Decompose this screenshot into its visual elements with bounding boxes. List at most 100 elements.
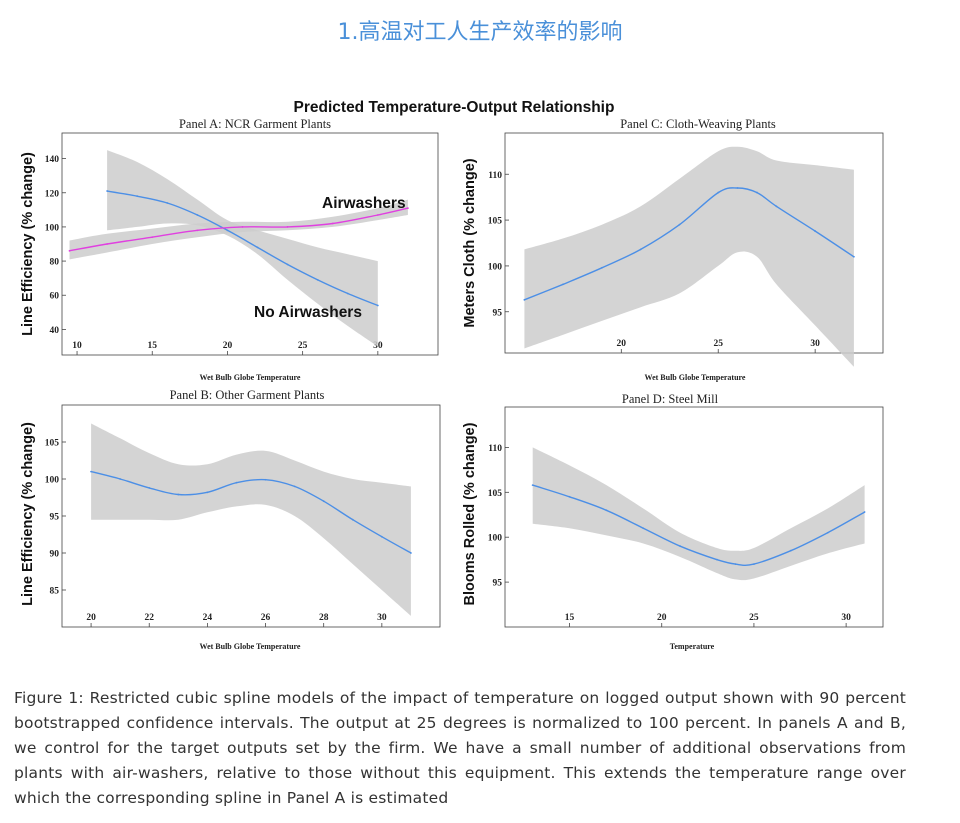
panel-a-xtick-label: 10: [72, 341, 82, 351]
panel-a-point: [331, 222, 334, 225]
panel-a-ytick-label: 120: [45, 189, 60, 199]
panel-a-xtick-label: 15: [147, 341, 157, 351]
panel-c-ytick-label: 100: [488, 262, 503, 272]
panel-a-ticks: 10 15 20 25 30 40 60 80 100 120 140: [45, 155, 383, 355]
panel-b-confidence-band-0: [91, 423, 411, 616]
panel-c-point: [756, 191, 758, 194]
panel-b-ytick-label: 105: [45, 439, 60, 449]
panel-d-xtick-label: 25: [749, 613, 759, 623]
panel-b-ytick-label: 90: [50, 550, 60, 560]
panel-c-ylabel: Meters Cloth (% change): [462, 158, 478, 327]
panel-b-xtick-label: 22: [144, 613, 154, 623]
panel-d-point: [605, 509, 608, 512]
panel-b-ylabel: Line Efficiency (% change): [20, 422, 36, 606]
panel-b-point: [177, 493, 180, 496]
panel-a-xtick-label: 25: [298, 341, 308, 351]
panel-b-ticks: 20 22 24 26 28 30 85 90 95 100 105: [45, 439, 387, 627]
panel-b-ytick-label: 85: [50, 587, 60, 597]
panel-b-point: [119, 478, 122, 480]
panel-d-xlabel: Temperature: [670, 642, 715, 651]
panel-c-ytick-label: 105: [488, 217, 503, 227]
panel-a-bands: [69, 150, 408, 347]
panel-d-point: [734, 563, 737, 566]
panel-a-point: [136, 195, 139, 198]
panel-a-point: [68, 249, 71, 252]
panel-d-ytick-label: 95: [493, 579, 503, 589]
panel-a-point: [106, 190, 109, 192]
panel-a-ytick-label: 80: [50, 258, 60, 268]
panel-b: Panel B: Other Garment Plants Wet Bulb G…: [20, 388, 441, 651]
panel-a-point: [346, 292, 349, 295]
panel-d-point: [789, 549, 792, 552]
panel-a-lines: [68, 190, 409, 307]
panel-c-ytick-label: 110: [488, 171, 502, 181]
panel-a-point: [166, 202, 169, 204]
panel-c-xtick-label: 30: [810, 339, 820, 349]
panel-b-xtick-label: 28: [319, 613, 329, 623]
panel-d-point: [826, 531, 829, 534]
panel-b-point: [148, 486, 151, 489]
panel-d-lines: [531, 484, 866, 567]
panel-b-xtick-label: 30: [377, 613, 387, 623]
panel-d-ylabel: Blooms Rolled (% change): [462, 422, 478, 605]
panel-c-point: [639, 248, 642, 251]
panel-d-point: [863, 511, 866, 513]
panel-a-xtick-label: 20: [223, 341, 233, 351]
panel-c-lines: [523, 187, 855, 301]
panel-b-ytick-label: 95: [50, 513, 60, 523]
panel-b-title: Panel B: Other Garment Plants: [170, 388, 325, 402]
panel-d-confidence-band-0: [532, 447, 865, 581]
figure-title: Predicted Temperature-Output Relationshi…: [294, 99, 615, 116]
panel-a-ylabel: Line Efficiency (% change): [20, 152, 36, 336]
panel-d-point: [642, 527, 645, 530]
panel-d-xtick-label: 20: [657, 613, 667, 623]
panel-a-title: Panel A: NCR Garment Plants: [179, 117, 331, 131]
panel-d-ytick-label: 105: [488, 489, 503, 499]
panel-a-point: [256, 246, 259, 249]
panel-c-xtick-label: 25: [713, 339, 723, 349]
panel-c-xlabel: Wet Bulb Globe Temperature: [645, 373, 746, 382]
panel-d-ytick-label: 110: [488, 444, 502, 454]
panel-a-ytick-label: 140: [45, 155, 60, 165]
panel-c-ytick-label: 95: [493, 308, 503, 318]
panel-b-point: [264, 478, 267, 481]
panel-b-point: [235, 481, 238, 484]
panel-b-ytick-label: 100: [45, 476, 60, 486]
panel-b-bands: [91, 423, 411, 616]
panel-a-point: [196, 214, 199, 216]
panel-a-point: [407, 207, 409, 210]
panel-a-point: [241, 226, 244, 228]
panel-a-point: [196, 229, 199, 232]
panel-a-confidence-band-1: [69, 199, 408, 260]
panel-d-xtick-label: 30: [841, 613, 851, 623]
panel-c-ticks: 20 25 30 95 100 105 110: [488, 171, 820, 353]
panel-c-frame: [504, 132, 884, 354]
panel-a: Panel A: NCR Garment Plants Wet Bulb Glo…: [20, 117, 439, 382]
panel-c-point: [814, 230, 817, 232]
annotation-airwashers: Airwashers: [322, 195, 406, 212]
panel-a-point: [286, 263, 289, 266]
panel-d-point: [753, 563, 755, 566]
panel-b-spline-line-0: [90, 470, 412, 554]
panel-b-xlabel: Wet Bulb Globe Temperature: [200, 642, 301, 651]
panel-c: Panel C: Cloth-Weaving Plants Wet Bulb G…: [462, 117, 884, 382]
panel-b-xtick-label: 24: [203, 613, 213, 623]
panel-c-point: [775, 205, 778, 208]
panel-d-point: [679, 545, 682, 548]
panel-a-point: [376, 214, 379, 216]
panel-a-confidence-band-0: [107, 150, 378, 347]
panel-b-point: [293, 485, 296, 488]
panel-c-point: [523, 298, 526, 301]
panel-a-frame: [61, 132, 439, 356]
panel-b-point: [351, 518, 354, 521]
panel-d: Panel D: Steel Mill Temperature Blooms R…: [462, 392, 884, 651]
panel-a-xtick-label: 30: [373, 341, 383, 351]
panel-b-point: [380, 535, 383, 538]
panel-c-xtick-label: 20: [617, 339, 627, 349]
panel-c-point: [853, 255, 855, 258]
panel-c-point: [601, 266, 603, 269]
figure-panels: Predicted Temperature-Output Relationshi…: [20, 99, 884, 651]
panel-b-point: [410, 552, 412, 554]
panel-d-point: [716, 558, 718, 561]
panel-d-frame: [504, 406, 884, 628]
